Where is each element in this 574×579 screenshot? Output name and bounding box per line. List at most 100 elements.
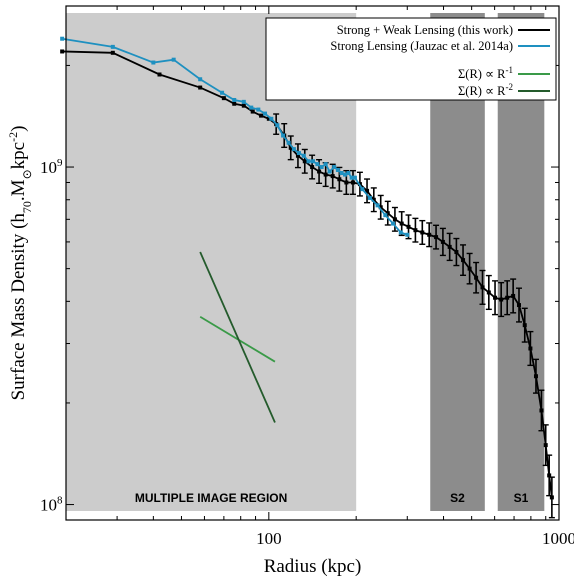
data-point	[60, 49, 65, 54]
data-point	[60, 36, 65, 41]
data-point	[350, 180, 355, 185]
data-point	[269, 116, 274, 121]
legend-label: Σ(R) ∝ R-1	[458, 65, 513, 81]
data-point	[311, 159, 316, 164]
data-point	[474, 275, 479, 280]
region-label: S1	[514, 491, 529, 505]
data-point	[499, 297, 504, 302]
data-point	[198, 85, 203, 90]
data-point	[323, 172, 328, 177]
data-point	[383, 213, 388, 218]
data-point	[291, 147, 296, 152]
data-point	[288, 145, 293, 150]
data-point	[262, 111, 267, 116]
data-point	[365, 188, 370, 193]
data-point	[522, 323, 527, 328]
data-point	[295, 153, 300, 158]
data-point	[241, 103, 246, 108]
data-point	[232, 101, 237, 106]
data-point	[301, 153, 306, 158]
data-point	[398, 230, 403, 235]
x-tick-label: 1000	[542, 529, 574, 548]
data-point	[486, 290, 491, 295]
data-point	[337, 177, 342, 182]
data-point	[378, 205, 383, 210]
data-point	[310, 165, 315, 170]
data-point	[286, 140, 291, 145]
legend-label: Strong + Weak Lensing (this work)	[337, 23, 513, 37]
data-point	[434, 235, 439, 240]
data-point	[352, 175, 357, 180]
data-point	[319, 165, 324, 170]
data-point	[266, 116, 271, 121]
series-line	[199, 251, 276, 423]
data-point	[296, 151, 301, 156]
y-tick-label: 109	[40, 157, 63, 177]
series-group	[60, 49, 555, 519]
ticks-layer: 100 1000 108 109	[40, 5, 574, 548]
x-tick-label: 100	[256, 529, 282, 548]
data-point	[427, 232, 432, 237]
data-point	[547, 473, 552, 478]
data-point	[332, 165, 337, 170]
data-point	[171, 57, 176, 62]
data-point	[232, 97, 237, 102]
data-point	[339, 171, 344, 176]
data-point	[344, 180, 349, 185]
y-axis-title: Surface Mass Density (h70.M⊙kpc-2)	[6, 126, 34, 401]
data-point	[549, 495, 554, 500]
data-point	[406, 224, 411, 229]
data-point	[528, 346, 533, 351]
legend: Strong + Weak Lensing (this work) Strong …	[265, 17, 557, 101]
data-point	[413, 228, 418, 233]
data-point	[317, 169, 322, 174]
region-label: S2	[450, 491, 465, 505]
data-point	[543, 443, 548, 448]
data-point	[360, 187, 365, 192]
data-point	[405, 232, 410, 237]
data-point	[493, 295, 498, 300]
data-point	[330, 174, 335, 179]
data-point	[315, 162, 320, 167]
data-point	[256, 107, 261, 112]
data-point	[198, 77, 203, 82]
data-point	[110, 44, 115, 49]
data-point	[480, 285, 485, 290]
data-point	[371, 197, 376, 202]
data-point	[399, 221, 404, 226]
data-point	[533, 374, 538, 379]
data-point	[346, 171, 351, 176]
data-point	[467, 266, 472, 271]
series-group	[199, 251, 276, 423]
data-point	[335, 167, 340, 172]
data-point	[392, 217, 397, 222]
data-point	[367, 195, 372, 200]
region-label: MULTIPLE IMAGE REGION	[135, 491, 287, 505]
data-point	[221, 96, 226, 101]
data-point	[454, 250, 459, 255]
data-point	[151, 60, 156, 65]
data-point	[281, 133, 286, 138]
data-point	[323, 162, 328, 167]
data-point	[385, 211, 390, 216]
data-point	[440, 239, 445, 244]
data-point	[375, 203, 380, 208]
x-axis-title: Radius (kpc)	[264, 556, 362, 577]
legend-label: Σ(R) ∝ R-2	[458, 82, 513, 98]
data-point	[349, 175, 354, 180]
data-point	[241, 99, 246, 104]
data-point	[110, 50, 115, 55]
data-point	[391, 221, 396, 226]
data-point	[420, 230, 425, 235]
data-point	[539, 408, 544, 413]
data-point	[342, 172, 347, 177]
data-point	[250, 109, 255, 114]
data-point	[259, 113, 264, 118]
legend-label: Strong Lensing (Jauzac et al. 2014a)	[330, 39, 513, 53]
data-point	[327, 169, 332, 174]
data-point	[220, 90, 225, 95]
series-group	[60, 36, 410, 237]
data-point	[505, 295, 510, 300]
data-point	[249, 105, 254, 110]
